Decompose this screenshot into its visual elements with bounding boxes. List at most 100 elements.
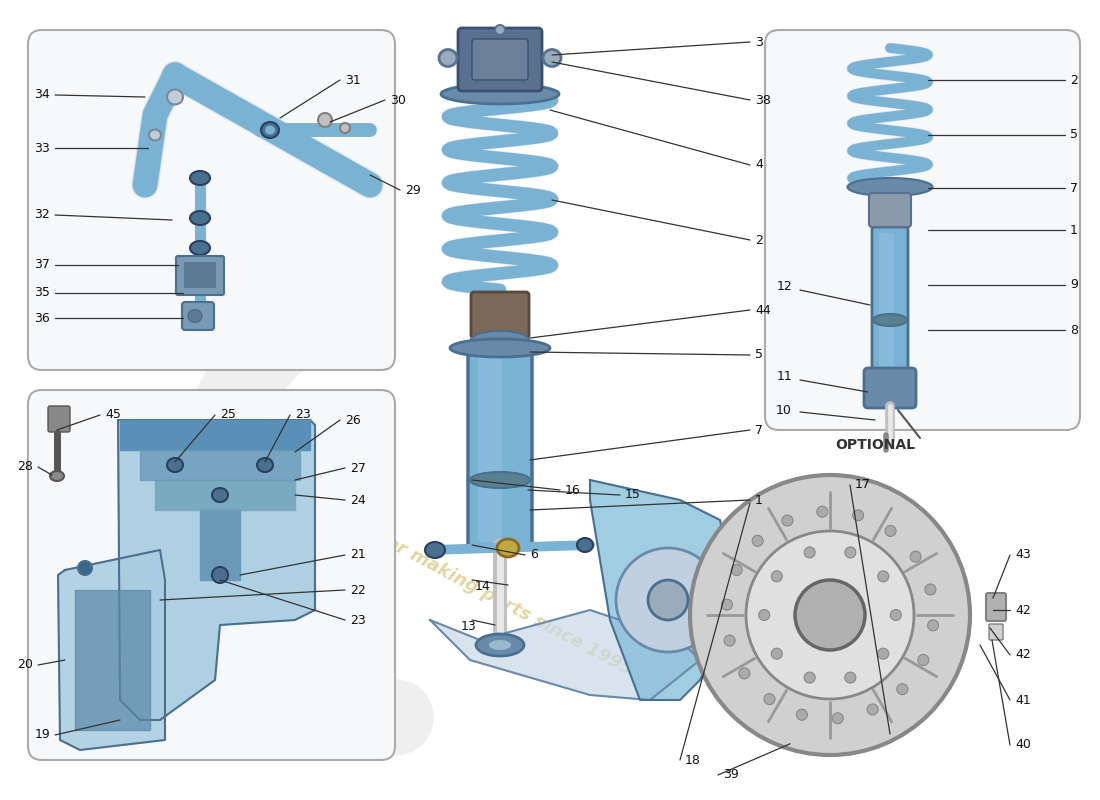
Text: 7: 7 bbox=[755, 423, 763, 437]
Polygon shape bbox=[430, 610, 700, 700]
Ellipse shape bbox=[450, 339, 550, 357]
Text: 36: 36 bbox=[34, 311, 50, 325]
Text: 22: 22 bbox=[350, 583, 365, 597]
Circle shape bbox=[759, 610, 770, 621]
Circle shape bbox=[739, 668, 750, 679]
Text: 31: 31 bbox=[345, 74, 361, 86]
Ellipse shape bbox=[167, 458, 183, 472]
Ellipse shape bbox=[257, 458, 273, 472]
Text: 17: 17 bbox=[855, 478, 871, 491]
FancyBboxPatch shape bbox=[471, 292, 529, 338]
Circle shape bbox=[795, 580, 865, 650]
Circle shape bbox=[764, 694, 776, 705]
FancyBboxPatch shape bbox=[869, 193, 911, 227]
Text: 44: 44 bbox=[755, 303, 771, 317]
Circle shape bbox=[925, 584, 936, 595]
Ellipse shape bbox=[471, 331, 529, 349]
Text: 1: 1 bbox=[1070, 223, 1078, 237]
Text: 20: 20 bbox=[18, 658, 33, 671]
FancyBboxPatch shape bbox=[458, 28, 542, 91]
Ellipse shape bbox=[188, 310, 202, 322]
Circle shape bbox=[910, 551, 921, 562]
FancyBboxPatch shape bbox=[28, 390, 395, 760]
Text: 28: 28 bbox=[18, 461, 33, 474]
Text: 6: 6 bbox=[530, 549, 538, 562]
Text: 5: 5 bbox=[1070, 129, 1078, 142]
Polygon shape bbox=[118, 420, 315, 720]
Text: 5: 5 bbox=[755, 349, 763, 362]
Circle shape bbox=[771, 571, 782, 582]
Text: 23: 23 bbox=[350, 614, 365, 626]
Text: 9: 9 bbox=[1070, 278, 1078, 291]
Polygon shape bbox=[590, 480, 730, 700]
Text: 1: 1 bbox=[755, 494, 763, 506]
Circle shape bbox=[752, 535, 763, 546]
FancyBboxPatch shape bbox=[864, 368, 916, 408]
Ellipse shape bbox=[261, 122, 279, 138]
Text: 45: 45 bbox=[104, 409, 121, 422]
Circle shape bbox=[886, 526, 896, 536]
Ellipse shape bbox=[497, 539, 519, 557]
Text: 18: 18 bbox=[685, 754, 701, 766]
Circle shape bbox=[746, 531, 914, 699]
Circle shape bbox=[796, 710, 807, 720]
Circle shape bbox=[690, 475, 970, 755]
Ellipse shape bbox=[212, 488, 228, 502]
Text: 3: 3 bbox=[755, 35, 763, 49]
Text: 19: 19 bbox=[34, 729, 50, 742]
Text: 13: 13 bbox=[460, 621, 476, 634]
Circle shape bbox=[732, 565, 742, 575]
Ellipse shape bbox=[490, 640, 512, 650]
Ellipse shape bbox=[148, 130, 161, 141]
Ellipse shape bbox=[50, 471, 64, 481]
Ellipse shape bbox=[441, 84, 559, 104]
Circle shape bbox=[845, 672, 856, 683]
Text: 23: 23 bbox=[295, 409, 310, 422]
Text: 34: 34 bbox=[34, 89, 50, 102]
Circle shape bbox=[878, 648, 889, 659]
Text: 2: 2 bbox=[755, 234, 763, 246]
Text: 30: 30 bbox=[390, 94, 406, 106]
FancyBboxPatch shape bbox=[28, 30, 395, 370]
Text: 39: 39 bbox=[723, 769, 739, 782]
Ellipse shape bbox=[578, 538, 593, 552]
FancyBboxPatch shape bbox=[184, 262, 216, 288]
Ellipse shape bbox=[190, 211, 210, 225]
Text: 37: 37 bbox=[34, 258, 50, 271]
Circle shape bbox=[771, 648, 782, 659]
Text: 7: 7 bbox=[1070, 182, 1078, 194]
Ellipse shape bbox=[167, 90, 183, 105]
FancyBboxPatch shape bbox=[879, 233, 894, 367]
Text: 4: 4 bbox=[755, 158, 763, 171]
Text: 27: 27 bbox=[350, 462, 366, 474]
Ellipse shape bbox=[470, 472, 530, 488]
Text: 25: 25 bbox=[220, 409, 235, 422]
FancyBboxPatch shape bbox=[48, 406, 70, 432]
Circle shape bbox=[927, 620, 938, 631]
Circle shape bbox=[896, 684, 907, 694]
Ellipse shape bbox=[495, 25, 505, 35]
Circle shape bbox=[845, 547, 856, 558]
Circle shape bbox=[890, 610, 901, 621]
Text: 38: 38 bbox=[755, 94, 771, 106]
Text: 29: 29 bbox=[405, 183, 420, 197]
Text: OPTIONAL: OPTIONAL bbox=[835, 438, 915, 452]
Polygon shape bbox=[58, 550, 165, 750]
Polygon shape bbox=[120, 420, 310, 450]
Polygon shape bbox=[200, 510, 240, 580]
Text: 42: 42 bbox=[1015, 603, 1031, 617]
Text: 12: 12 bbox=[777, 281, 792, 294]
Ellipse shape bbox=[847, 178, 933, 196]
Text: 33: 33 bbox=[34, 142, 50, 154]
Ellipse shape bbox=[265, 126, 275, 134]
FancyBboxPatch shape bbox=[182, 302, 214, 330]
Circle shape bbox=[878, 571, 889, 582]
Text: 41: 41 bbox=[1015, 694, 1031, 706]
FancyBboxPatch shape bbox=[478, 348, 502, 542]
Circle shape bbox=[648, 580, 688, 620]
FancyBboxPatch shape bbox=[872, 227, 908, 373]
Circle shape bbox=[867, 704, 878, 715]
Polygon shape bbox=[155, 480, 295, 510]
Text: 42: 42 bbox=[1015, 649, 1031, 662]
Polygon shape bbox=[75, 590, 150, 730]
